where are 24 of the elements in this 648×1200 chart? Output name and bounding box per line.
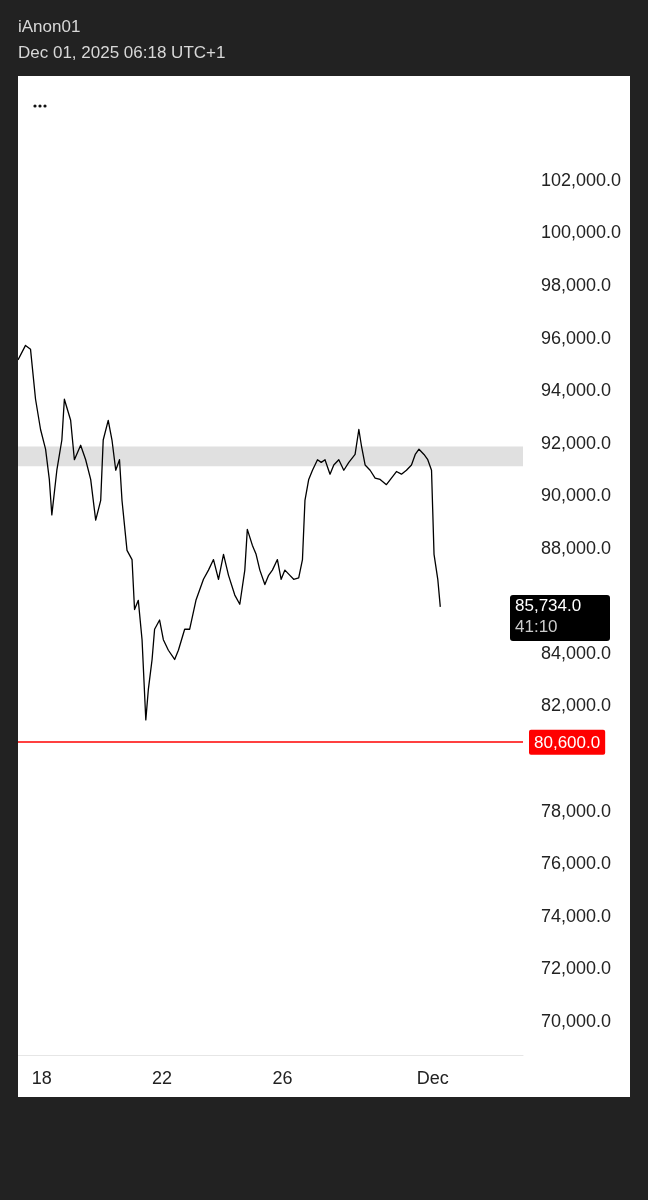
y-tick-label: 92,000.0 (541, 432, 612, 453)
y-tick-label: 90,000.0 (541, 485, 612, 506)
annotation: 85,734.0 (515, 595, 582, 615)
y-tick-label: 100,000.0 (541, 222, 622, 243)
y-tick-label: 88,000.0 (541, 537, 612, 558)
y-tick-label: 76,000.0 (541, 853, 612, 874)
y-tick-label: 70,000.0 (541, 1010, 612, 1031)
y-tick-label: 72,000.0 (541, 958, 612, 979)
y-tick-label: 94,000.0 (541, 380, 612, 401)
y-tick-label: 78,000.0 (541, 800, 612, 821)
chart-title: iAnon01 (18, 16, 82, 38)
x-tick-label: 26 (272, 1068, 293, 1088)
x-tick-label: 22 (152, 1068, 173, 1088)
y-tick-label: 96,000.0 (541, 327, 612, 348)
y-tick-label: 82,000.0 (541, 695, 612, 716)
y-tick-label: 98,000.0 (541, 274, 612, 295)
ref-line-label: 80,600.0 (534, 732, 601, 752)
y-tick-label: 102,000.0 (541, 169, 622, 190)
annotation: 41:10 (515, 616, 558, 636)
y-tick-label: 74,000.0 (541, 905, 612, 926)
x-tick-label: 18 (31, 1068, 52, 1088)
chart-subtitle: Dec 01, 2025 06:18 UTC+1 (18, 42, 226, 64)
y-tick-label: 84,000.0 (541, 642, 612, 663)
x-tick-label: Dec (416, 1068, 449, 1088)
